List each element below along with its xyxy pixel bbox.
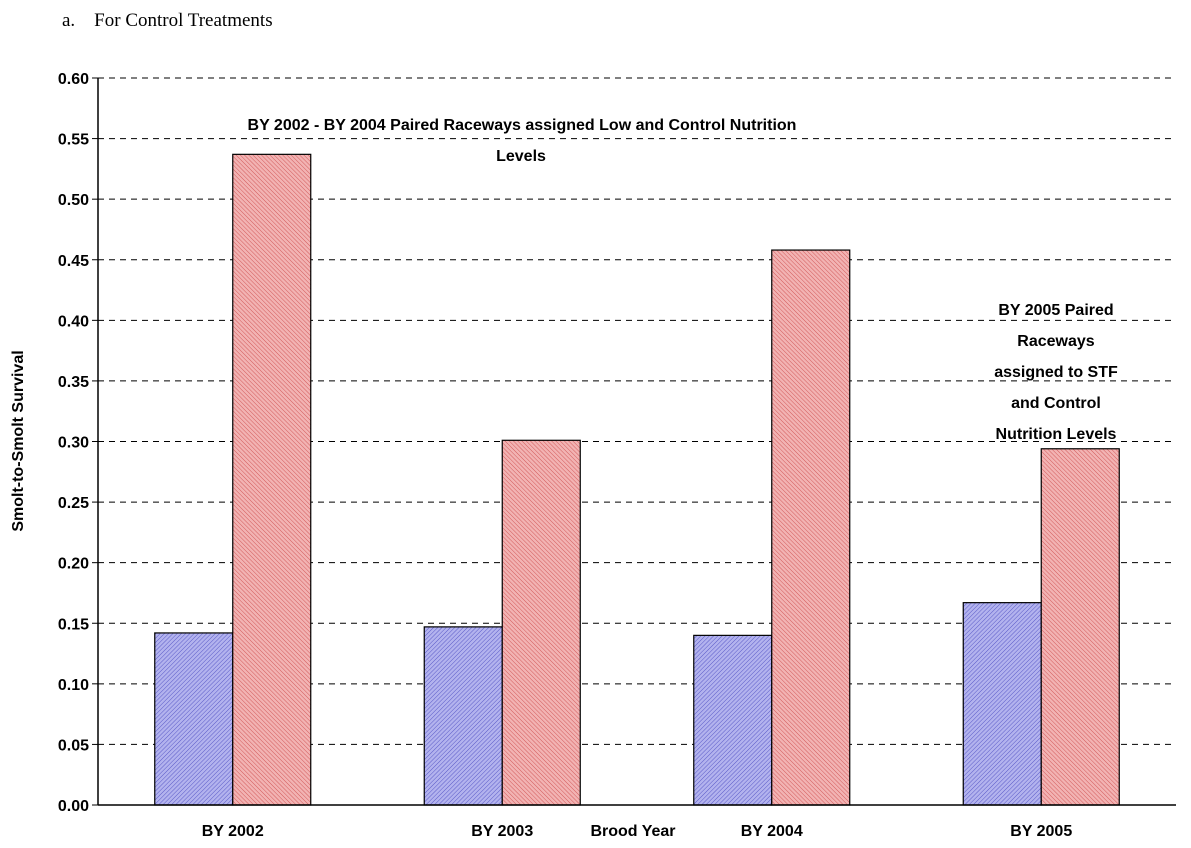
- y-tick-label: 0.30: [58, 435, 89, 452]
- y-tick-label: 0.35: [58, 374, 89, 391]
- annotation-line: Raceways: [1017, 333, 1094, 350]
- annotation-line: assigned to STF: [994, 364, 1118, 381]
- x-tick-label: BY 2002: [202, 823, 264, 840]
- bar: [154, 632, 234, 806]
- bar: [693, 634, 773, 806]
- y-tick-label: 0.45: [58, 253, 89, 270]
- x-tick-label: BY 2003: [471, 823, 533, 840]
- annotation-line: BY 2005 Paired: [998, 302, 1113, 319]
- y-tick-label: 0.25: [58, 495, 89, 512]
- y-tick-label: 0.60: [58, 71, 89, 88]
- y-tick-label: 0.20: [58, 556, 89, 573]
- bar: [423, 626, 503, 806]
- y-tick-label: 0.05: [58, 737, 89, 754]
- x-tick-label: BY 2005: [1010, 823, 1072, 840]
- bar: [771, 249, 851, 806]
- y-tick-label: 0.00: [58, 798, 89, 815]
- y-tick-label: 0.55: [58, 132, 89, 149]
- y-tick-label: 0.10: [58, 677, 89, 694]
- bar: [962, 602, 1042, 806]
- annotation-line: and Control: [1011, 395, 1101, 412]
- axes: [92, 77, 1176, 806]
- x-tick-label: BY 2004: [741, 823, 803, 840]
- y-tick-label: 0.50: [58, 192, 89, 209]
- bar: [501, 439, 581, 806]
- tick-labels: 0.00 0.05 0.10 0.15 0.20 0.25 0.30 0.35 0.40 0.45…: [58, 71, 1072, 840]
- y-tick-label: 0.40: [58, 313, 89, 330]
- figure-caption: a. For Control Treatments: [62, 10, 273, 31]
- annotation-line: BY 2002 - BY 2004 Paired Raceways assign…: [248, 117, 797, 134]
- bars: [154, 153, 1120, 806]
- y-axis-title: Smolt-to-Smolt Survival: [10, 350, 27, 531]
- y-tick-label: 0.15: [58, 616, 89, 633]
- x-axis-title: Brood Year: [590, 823, 675, 840]
- annotation-line: Levels: [496, 148, 546, 165]
- annotation-line: Nutrition Levels: [996, 426, 1117, 443]
- annotation-by2002-2004: BY 2002 - BY 2004 Paired Raceways assign…: [248, 117, 797, 165]
- annotation-by2005: BY 2005 Paired Raceways assigned to STF …: [994, 302, 1118, 443]
- bar: [1040, 448, 1120, 806]
- bar: [232, 153, 312, 806]
